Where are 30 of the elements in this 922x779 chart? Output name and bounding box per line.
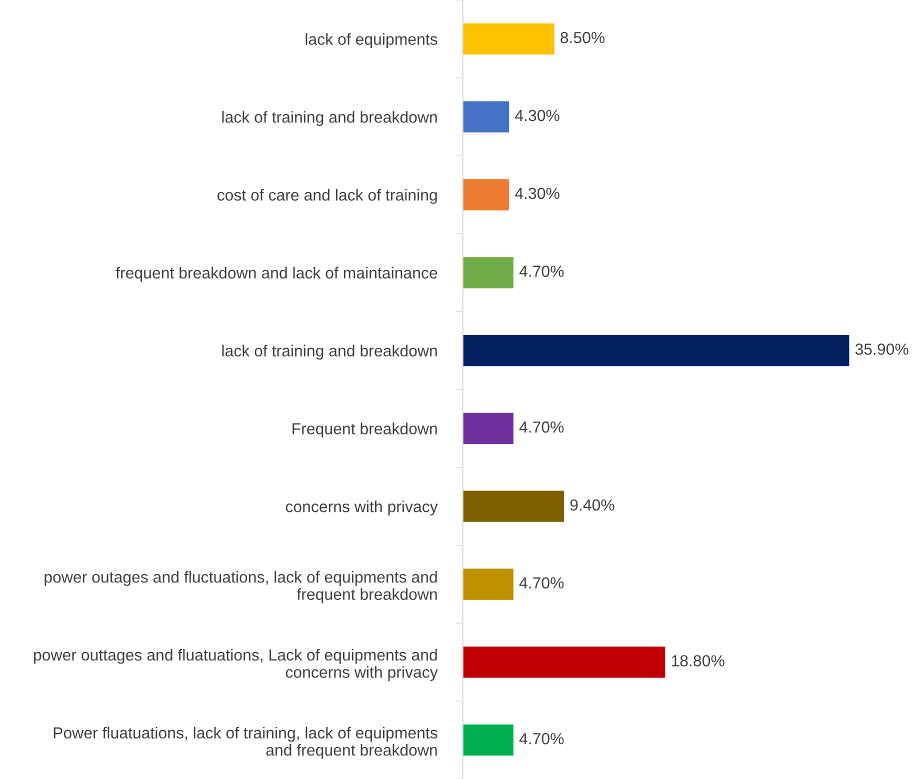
bar [462, 101, 510, 132]
data-label: 4.70% [519, 577, 564, 589]
bar [462, 412, 514, 444]
bar [462, 490, 564, 522]
bar [462, 724, 514, 756]
y-tick-label: lack of training and breakdown [222, 111, 437, 126]
data-label: 9.40% [570, 499, 614, 511]
data-label: 4.30% [515, 110, 560, 122]
bar [462, 257, 514, 288]
data-label: 4.30% [515, 188, 560, 200]
y-tick-label: lack of training and breakdown [222, 344, 437, 360]
bar [462, 334, 850, 366]
y-tick-label: power outtages and fluatuations, Lack of equipments and concerns with privacy [34, 648, 438, 682]
y-tick-label: Power fluatuations, lack of training, lack of equipments and frequent breakdown [54, 726, 438, 759]
data-label: 4.70% [519, 266, 564, 277]
data-label: 35.90% [855, 344, 908, 355]
y-tick-label: frequent breakdown and lack of maintainance [116, 266, 438, 282]
bar [462, 23, 554, 55]
bar [462, 568, 514, 600]
y-tick-label: lack of equipments [306, 33, 438, 48]
bar [462, 646, 666, 678]
bar [462, 179, 510, 210]
data-label: 18.80% [672, 655, 724, 666]
y-tick-label: cost of care and lack of training [217, 188, 437, 204]
y-tick-label: Frequent breakdown [292, 422, 437, 438]
y-tick-label: power outages and fluctuations, lack of equipments and frequent breakdown [44, 571, 437, 604]
data-label: 8.50% [560, 32, 605, 44]
data-label: 4.70% [519, 421, 564, 433]
y-tick-label: concerns with privacy [286, 500, 438, 516]
data-label: 4.70% [519, 733, 564, 744]
